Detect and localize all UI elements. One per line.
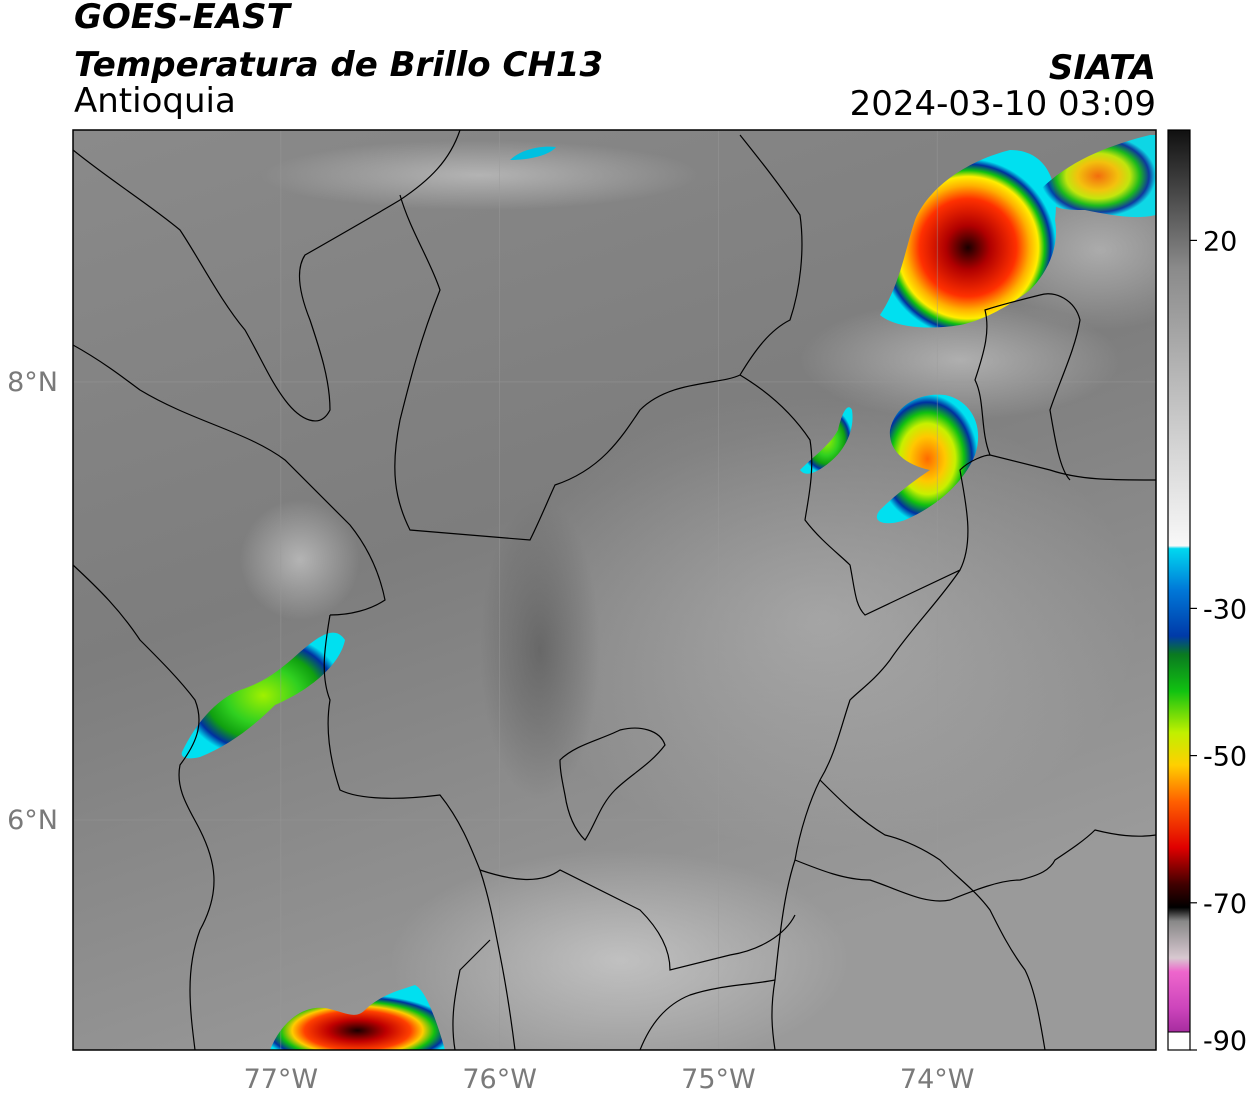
cloud-top-south-storm (270, 985, 445, 1050)
boundaries (73, 130, 1156, 1050)
region-title: Antioquia (74, 81, 236, 121)
colorbar-tick-label: 20 (1203, 226, 1237, 257)
lon-tick-label: 77°W (244, 1064, 319, 1095)
cloud-top-west-band (181, 632, 345, 759)
lat-tick-label: 8°N (7, 367, 58, 398)
colorbar: 20 -30 -50 -70 -90 (1167, 129, 1247, 1057)
colorbar-tick-label: -50 (1203, 742, 1247, 773)
colorbar-tick-label: -70 (1203, 889, 1247, 920)
colorbar-gradient (1168, 130, 1190, 1050)
product-title: Temperatura de Brillo CH13 (74, 45, 604, 85)
cloud-top-ne-storm (880, 150, 1056, 328)
longitude-ticks: 77°W 76°W 75°W 74°W (244, 1064, 975, 1095)
datetime-label: 2024-03-10 03:09 (849, 84, 1156, 124)
lon-tick-label: 75°W (681, 1064, 756, 1095)
lon-tick-label: 74°W (900, 1064, 975, 1095)
gridlines (73, 130, 1156, 1050)
lat-tick-label: 6°N (7, 805, 58, 836)
lon-tick-label: 76°W (462, 1064, 537, 1095)
latitude-ticks: 8°N 6°N (7, 367, 58, 836)
colorbar-tick-label: -90 (1203, 1026, 1247, 1057)
map-area (73, 130, 1156, 1050)
satellite-title: GOES-EAST (74, 0, 290, 37)
agency-label: SIATA (1048, 48, 1156, 88)
colorbar-tick-label: -30 (1203, 594, 1247, 625)
map-frame (72, 129, 1157, 1051)
cloud-top-east-storm (876, 394, 979, 524)
